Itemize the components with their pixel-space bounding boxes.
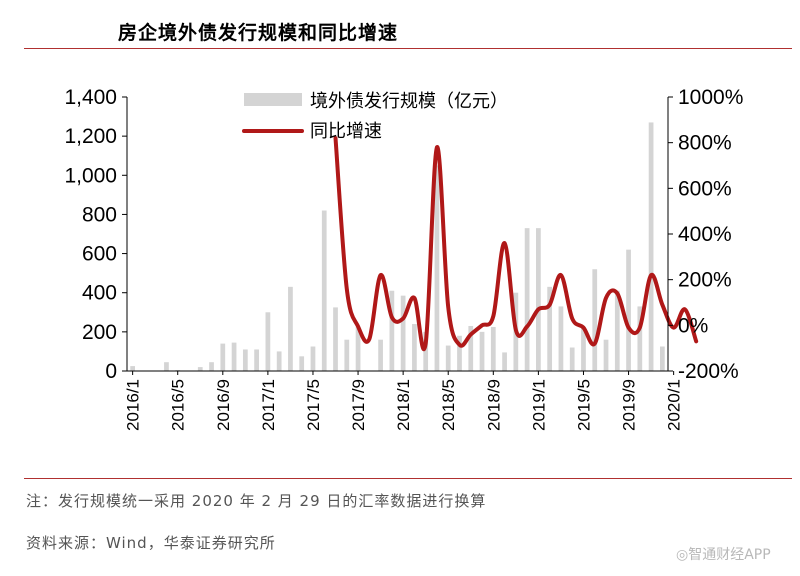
bar xyxy=(581,327,586,371)
x-axis-tick-label: 2019/1 xyxy=(529,379,548,431)
source-note: 资料来源：Wind，华泰证券研究所 xyxy=(26,534,276,552)
right-axis-tick-label: 1000% xyxy=(678,86,743,109)
right-axis-tick-label: -200% xyxy=(678,360,739,383)
bar xyxy=(220,343,226,371)
left-axis-tick-label: 600 xyxy=(82,243,117,266)
legend-swatch-issuance xyxy=(244,93,302,106)
x-axis-tick-label: 2016/9 xyxy=(214,379,233,431)
x-axis-tick-label: 2016/1 xyxy=(124,379,143,431)
bar xyxy=(355,326,361,371)
bar xyxy=(558,306,564,371)
bar xyxy=(603,339,609,371)
chart-title: 房企境外债发行规模和同比增速 xyxy=(118,22,399,44)
bar xyxy=(265,312,271,371)
bar xyxy=(536,228,541,371)
left-axis-tick-label: 0 xyxy=(105,360,117,383)
bar xyxy=(423,331,429,371)
x-axis-tick-label: 2019/9 xyxy=(620,379,639,431)
bar xyxy=(209,362,214,371)
bar xyxy=(626,249,631,371)
bar xyxy=(479,331,485,371)
growth-rate-line xyxy=(333,136,699,351)
bar xyxy=(659,346,665,371)
left-axis-tick-label: 400 xyxy=(82,282,117,305)
x-axis-tick-label: 2016/5 xyxy=(169,379,188,431)
bar xyxy=(592,269,598,371)
x-axis-tick-label: 2018/5 xyxy=(439,379,458,431)
bar xyxy=(614,290,620,371)
bar xyxy=(547,286,553,371)
left-axis-tick-label: 800 xyxy=(82,203,117,226)
right-axis-tick-label: 400% xyxy=(678,223,732,246)
x-axis-tick-label: 2017/1 xyxy=(259,379,278,431)
bar xyxy=(457,335,462,371)
bar xyxy=(524,228,530,371)
x-axis-tick-label: 2017/9 xyxy=(349,379,368,431)
left-axis-tick-label: 1,000 xyxy=(64,164,117,187)
bar xyxy=(242,349,248,371)
bar xyxy=(164,362,169,371)
legend-label-growth: 同比增速 xyxy=(310,121,382,142)
footnote: 注：发行规模统一采用 2020 年 2 月 29 日的汇率数据进行换算 xyxy=(26,492,487,510)
bar xyxy=(434,165,440,371)
bar xyxy=(197,367,203,371)
right-axis-tick-label: 600% xyxy=(678,177,732,200)
x-axis-tick-label: 2018/1 xyxy=(394,379,413,431)
footer-divider xyxy=(24,478,792,479)
right-axis-tick-label: 200% xyxy=(678,269,732,292)
bar xyxy=(378,339,383,371)
x-axis-tick-label: 2019/5 xyxy=(574,379,593,431)
bar xyxy=(445,345,451,371)
bar xyxy=(502,352,507,371)
left-axis-tick-label: 1,200 xyxy=(64,125,117,148)
x-axis-tick-label: 2017/5 xyxy=(304,379,323,431)
bar xyxy=(490,326,496,371)
bar xyxy=(389,290,395,371)
bar xyxy=(276,351,282,371)
bar xyxy=(231,342,237,371)
bar xyxy=(412,324,417,371)
bar xyxy=(288,286,293,371)
bar xyxy=(468,325,474,371)
left-axis-tick-label: 200 xyxy=(82,321,117,344)
bar xyxy=(333,307,338,371)
bar xyxy=(130,366,136,371)
right-axis-tick-label: 800% xyxy=(678,132,732,155)
x-axis-tick-label: 2018/9 xyxy=(484,379,503,431)
bar xyxy=(637,306,643,371)
right-axis-tick-label: 0% xyxy=(678,314,708,337)
bar xyxy=(344,339,350,371)
bar xyxy=(254,349,259,371)
bar xyxy=(321,210,327,371)
watermark: ◎智通财经APP xyxy=(676,547,771,563)
left-axis-tick-label: 1,400 xyxy=(64,86,117,109)
title-divider xyxy=(24,48,792,49)
bar xyxy=(400,295,406,371)
bar xyxy=(569,347,575,371)
bar xyxy=(299,356,305,371)
bar xyxy=(310,346,316,371)
bar xyxy=(648,122,654,371)
legend-label-issuance: 境外债发行规模（亿元） xyxy=(310,91,508,112)
chart: 0 200 400 600 800 1,000 1,200 1,400 -200% 0% 200% 4… xyxy=(64,86,743,431)
x-axis-tick-label: 2020/1 xyxy=(665,379,684,431)
